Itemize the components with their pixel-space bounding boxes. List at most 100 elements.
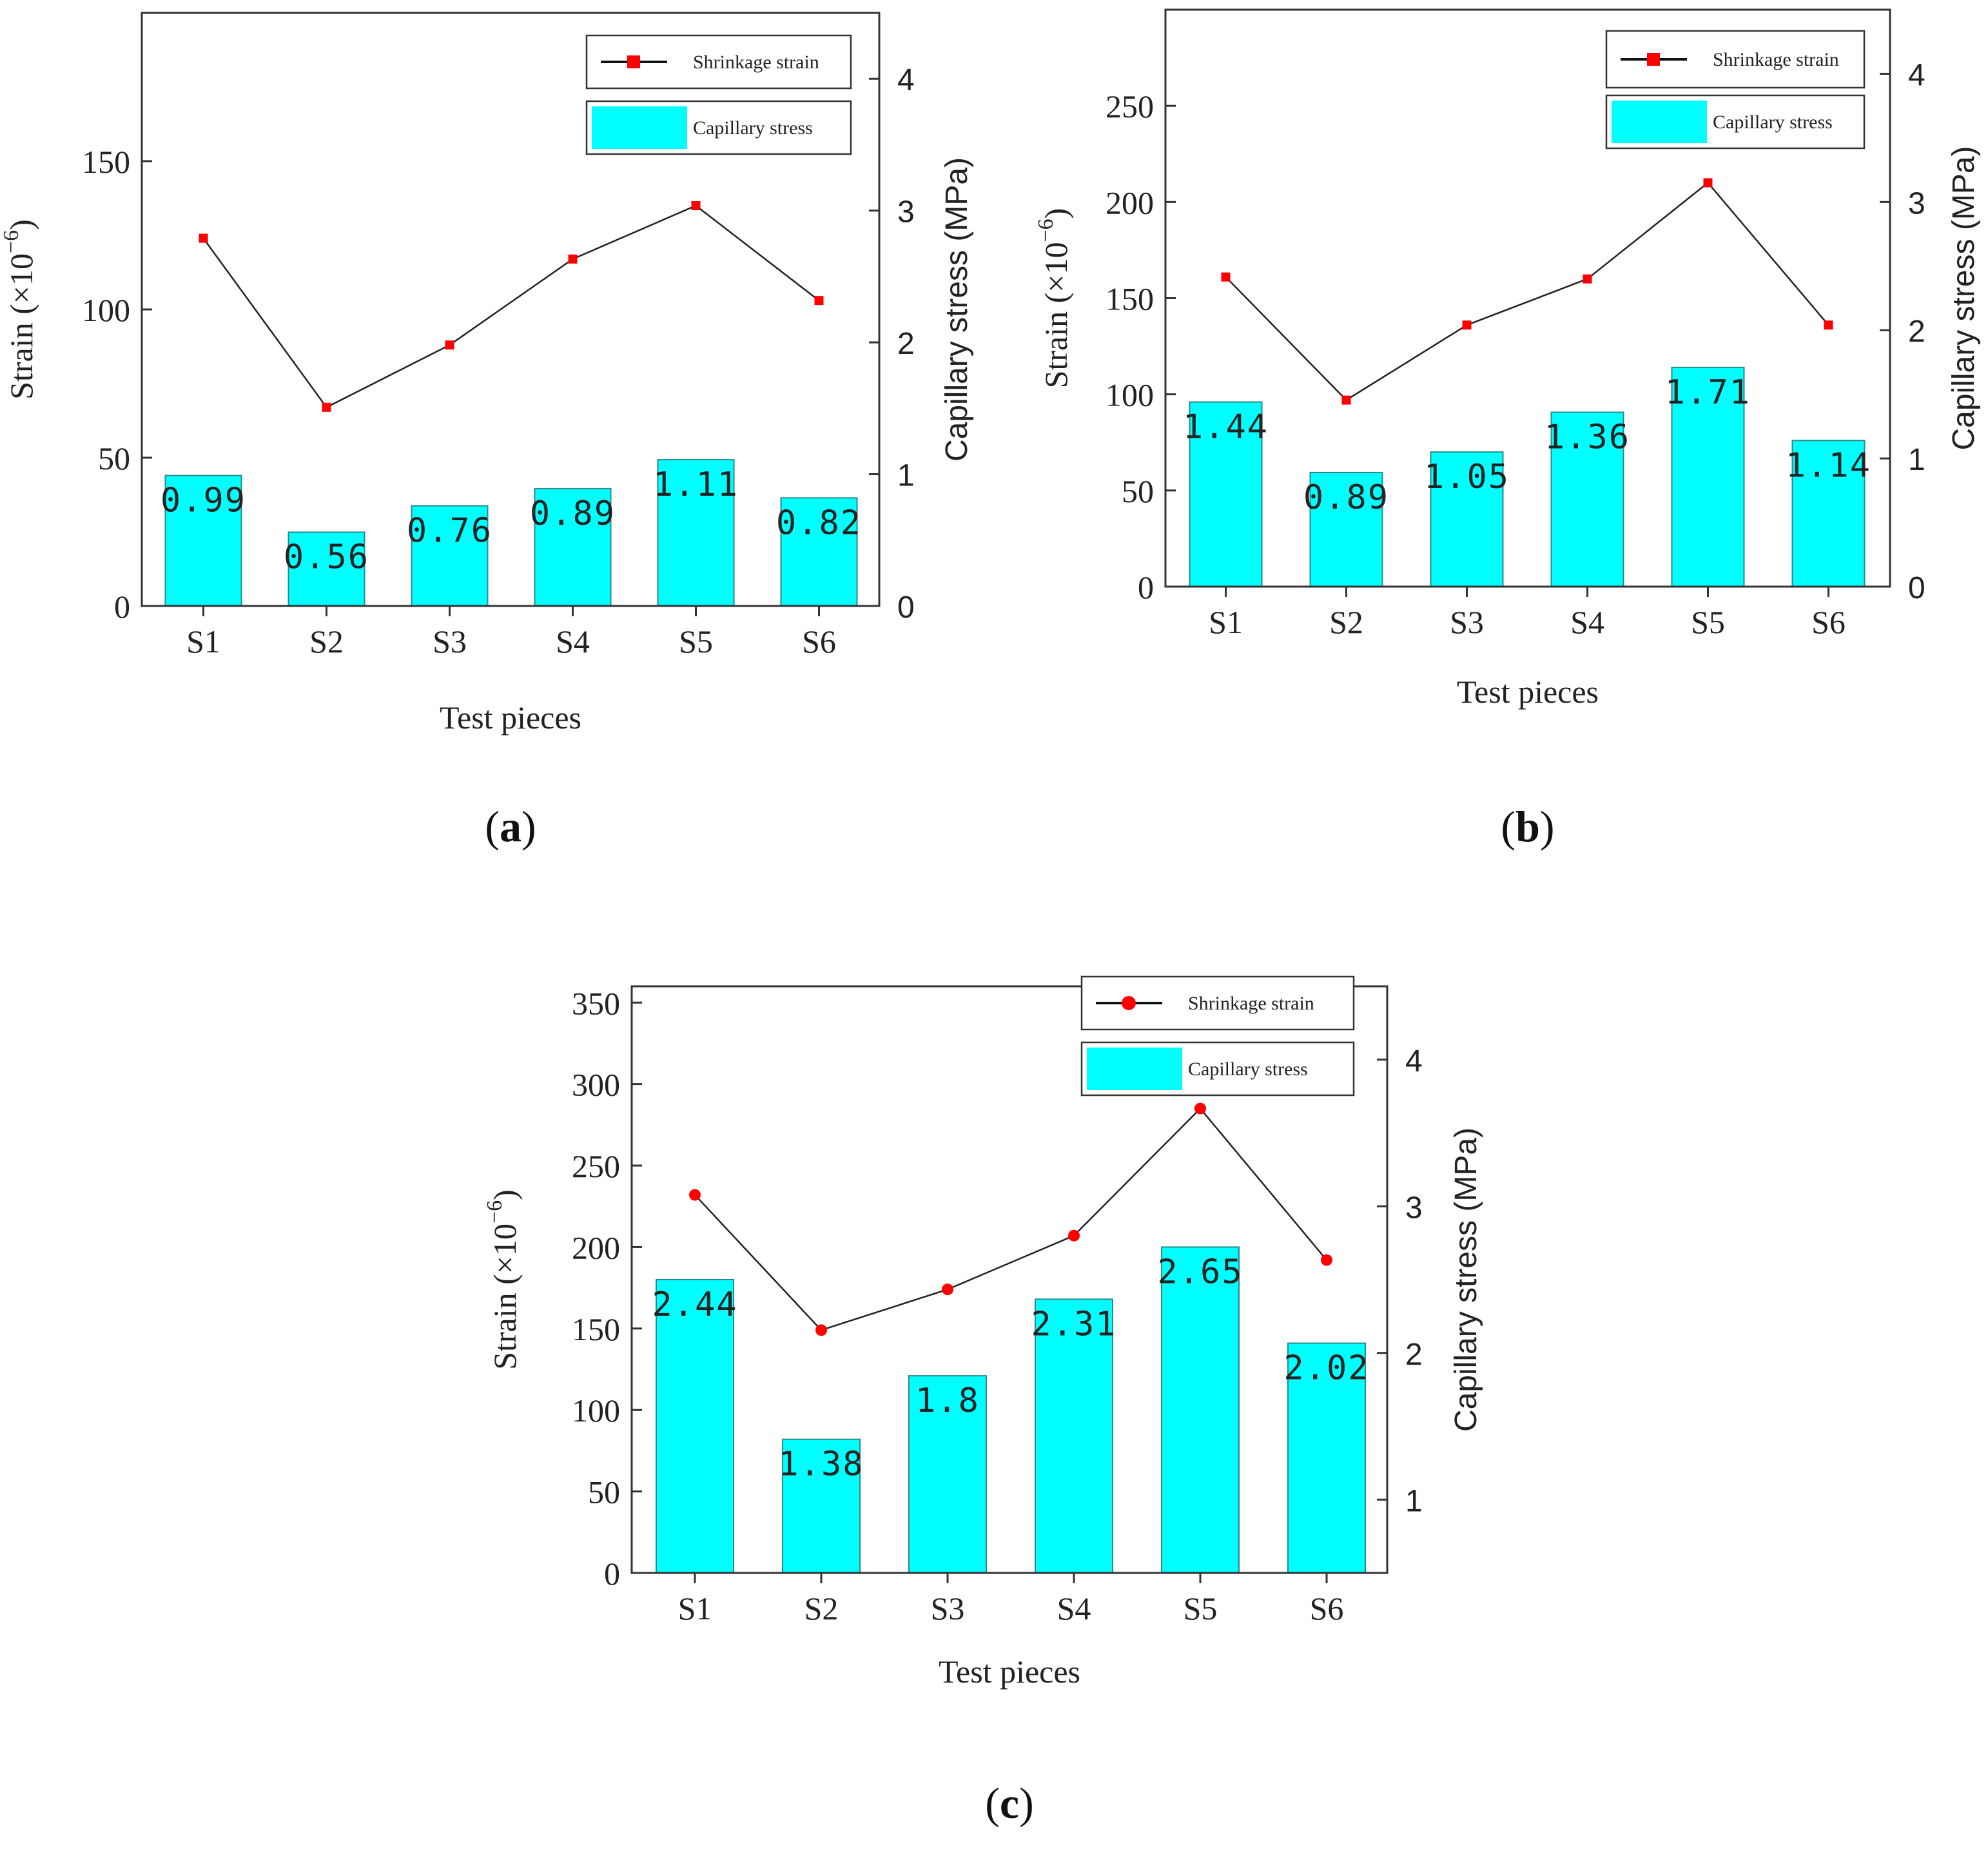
legend-label-strain: Shrinkage strain — [1713, 49, 1839, 70]
x-tick-label: S6 — [1310, 1590, 1344, 1626]
legend-marker-swatch — [1122, 996, 1136, 1010]
x-axis-title: Test pieces — [939, 1654, 1080, 1690]
strain-point-S4 — [1583, 274, 1592, 284]
y-tick-label: 0 — [604, 1556, 620, 1592]
strain-point-S3 — [445, 340, 454, 350]
panel-label-c: (c) — [985, 1779, 1034, 1828]
bar-value-label: 2.02 — [1283, 1349, 1369, 1388]
bar-S5 — [657, 459, 735, 607]
bar-value-label: 0.82 — [776, 503, 862, 542]
y-tick-label: 0 — [1138, 569, 1154, 605]
strain-point-S5 — [691, 201, 701, 210]
x-tick-label: S3 — [1450, 604, 1484, 640]
bar-S4 — [534, 488, 612, 607]
shrinkage-strain-line — [1225, 181, 1829, 402]
bar-S4 — [1550, 411, 1624, 587]
bar-value-label: 1.05 — [1424, 458, 1510, 496]
bar-S1 — [1189, 401, 1263, 587]
x-tick-label: S6 — [802, 623, 836, 659]
bar-S6 — [1791, 440, 1866, 587]
bar-S6 — [780, 497, 858, 607]
bar-value-label: 1.36 — [1545, 418, 1630, 457]
y2-tick-label: 2 — [897, 327, 915, 361]
y-axis-title: Strain (×10−6) — [0, 219, 39, 400]
strain-point-S3 — [942, 1283, 953, 1296]
shrinkage-strain-line — [694, 1107, 1327, 1331]
y2-tick-label: 1 — [897, 459, 915, 493]
x-tick-label: S3 — [931, 1590, 965, 1626]
bar-S2 — [782, 1438, 861, 1574]
y-axis-title: Strain (×10−6) — [483, 1189, 523, 1370]
strain-point-S1 — [689, 1189, 701, 1201]
strain-point-S5 — [1194, 1102, 1206, 1115]
legend-label-strain: Shrinkage strain — [693, 52, 819, 73]
x-tick-label: S2 — [309, 623, 344, 659]
bar-S3 — [1430, 451, 1504, 588]
x-tick-label: S1 — [186, 623, 220, 659]
x-tick-label: S3 — [433, 623, 467, 659]
legend: Shrinkage strain Capillary stress — [1080, 975, 1355, 1097]
x-tick-label: S4 — [1057, 1590, 1091, 1626]
x-axis-title: Test pieces — [1457, 674, 1599, 710]
y2-tick-label: 1 — [1405, 1484, 1423, 1518]
bar-S2 — [1309, 471, 1383, 587]
y2-tick-label: 0 — [1908, 571, 1925, 605]
legend-label-strain: Shrinkage strain — [1188, 993, 1314, 1014]
bar-value-label: 1.44 — [1183, 408, 1269, 447]
bar-S1 — [164, 474, 242, 607]
bar-value-label: 0.56 — [284, 538, 369, 577]
legend-label-stress: Capillary stress — [693, 117, 813, 139]
bar-S4 — [1035, 1298, 1113, 1574]
y-tick-label: 100 — [572, 1392, 620, 1429]
y2-tick-label: 4 — [897, 63, 915, 97]
y-tick-label: 100 — [82, 292, 130, 328]
x-tick-label: S5 — [1184, 1590, 1218, 1626]
bar-S1 — [656, 1279, 734, 1574]
bar-value-label: 1.38 — [778, 1445, 864, 1484]
y2-tick-label: 2 — [1908, 315, 1925, 349]
chart-panel-c: 2.44 1.38 1.8 2.31 2.65 2.02 0 50 100 150 200 250 30… — [483, 975, 1483, 1828]
bar-S3 — [411, 505, 489, 607]
strain-point-S3 — [1462, 320, 1472, 330]
y-tick-label: 200 — [1106, 184, 1154, 220]
strain-point-S5 — [1703, 178, 1713, 188]
y2-tick-label: 4 — [1405, 1044, 1423, 1078]
y-tick-label: 300 — [572, 1067, 620, 1103]
y2-tick-label: 4 — [1908, 58, 1925, 92]
legend-label-stress: Capillary stress — [1188, 1059, 1308, 1080]
bar-S6 — [1287, 1342, 1366, 1574]
legend: Shrinkage strain Capillary stress — [585, 34, 852, 155]
y2-tick-label: 3 — [897, 195, 915, 229]
x-tick-label: S5 — [679, 623, 713, 659]
legend-bar-swatch — [1087, 1048, 1182, 1090]
plot-frame — [630, 985, 1389, 1574]
y2-tick-label: 2 — [1405, 1338, 1423, 1372]
y2-axis-title: Capillary stress (MPa) — [940, 157, 974, 462]
y-tick-label: 200 — [572, 1229, 620, 1265]
bar-S5 — [1671, 366, 1745, 588]
y2-axis-title: Capillary stress (MPa) — [1947, 146, 1981, 450]
bar-value-label: 1.14 — [1786, 446, 1871, 485]
legend: Shrinkage strain Capillary stress — [1605, 30, 1866, 150]
y-tick-label: 250 — [572, 1148, 620, 1184]
strain-point-S2 — [815, 1324, 827, 1336]
chart-panel-b: 1.44 0.89 1.05 1.36 1.71 1.14 0 50 100 150 200 250 0… — [1034, 8, 1981, 851]
bar-value-label: 2.31 — [1031, 1305, 1116, 1343]
x-tick-label: S4 — [556, 623, 590, 659]
y2-tick-label: 3 — [1908, 186, 1925, 220]
bar-S3 — [908, 1375, 987, 1574]
x-tick-label: S2 — [1329, 604, 1363, 640]
x-tick-label: S4 — [1570, 604, 1604, 640]
strain-point-S2 — [1341, 395, 1351, 405]
bar-value-label: 0.89 — [1303, 478, 1389, 517]
y-tick-label: 50 — [98, 440, 130, 476]
x-tick-label: S1 — [678, 1590, 712, 1626]
y2-tick-label: 0 — [897, 590, 915, 625]
strain-point-S1 — [1221, 272, 1231, 282]
panel-label-a: (a) — [485, 802, 536, 851]
bar-value-label: 1.8 — [915, 1381, 980, 1420]
bar-value-label: 1.71 — [1665, 373, 1751, 412]
strain-point-S4 — [568, 254, 578, 264]
y-tick-label: 150 — [82, 144, 130, 180]
